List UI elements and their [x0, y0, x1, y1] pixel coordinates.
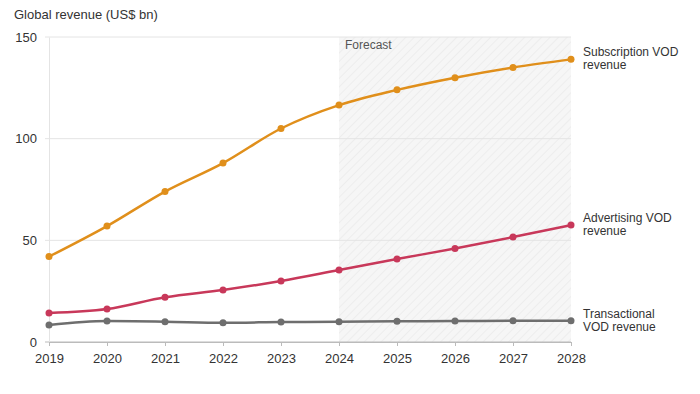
grid-line [45, 138, 571, 139]
series-point [336, 267, 343, 274]
series-point [510, 317, 517, 324]
x-tick-mark [513, 342, 514, 346]
series-label-line: VOD revenue [583, 320, 656, 334]
y-tick-label: 50 [23, 233, 37, 248]
annotation-label: Forecast [345, 38, 392, 52]
y-tick: 150 [15, 30, 49, 45]
x-tick-label: 2020 [93, 351, 122, 366]
series-label: Advertising VODrevenue [583, 211, 672, 238]
y-axis-line [49, 38, 50, 343]
x-tick-mark [107, 342, 108, 346]
x-tick-mark [49, 342, 50, 346]
grid-line [45, 37, 571, 38]
series-point [568, 56, 575, 63]
series-label: Subscription VODrevenue [583, 46, 679, 73]
x-tick: 2022 [209, 342, 238, 366]
x-tick-mark [455, 342, 456, 346]
series-point [336, 102, 343, 109]
x-tick: 2021 [151, 342, 180, 366]
plot: Forecast 0 50 100 150 2019 2020 2021 2022 2023 202… [15, 30, 678, 367]
x-tick-mark [339, 342, 340, 346]
x-tick-mark [165, 342, 166, 346]
series-point [104, 306, 111, 313]
title: Global revenue (US$ bn) [14, 7, 158, 22]
y-tick-label: 0 [30, 335, 37, 350]
series-point [162, 318, 169, 325]
series-label: TransactionalVOD revenue [583, 307, 656, 334]
series-point [568, 222, 575, 229]
series-point [510, 234, 517, 241]
x-tick-label: 2023 [267, 351, 296, 366]
series-point [162, 188, 169, 195]
series-line [49, 59, 571, 256]
x-tick: 2023 [267, 342, 296, 366]
x-tick: 2026 [441, 342, 470, 366]
series-point [162, 294, 169, 301]
x-tick: 2028 [557, 342, 586, 366]
series-point [568, 317, 575, 324]
series-point [278, 278, 285, 285]
x-tick-label: 2021 [151, 351, 180, 366]
series-label-line: Subscription VOD [583, 46, 679, 60]
chart: Forecast 0 50 100 150 2019 2020 2021 2022 2023 202… [0, 0, 700, 394]
x-tick-mark [281, 342, 282, 346]
series-point [220, 160, 227, 167]
series-label-line: Transactional [583, 307, 655, 321]
grid [45, 37, 571, 342]
series-point [220, 319, 227, 326]
x-tick-mark [571, 342, 572, 346]
series-label-line: Advertising VOD [583, 211, 672, 225]
y-tick: 0 [30, 335, 49, 350]
x-tick-label: 2025 [383, 351, 412, 366]
x-tick: 2019 [35, 342, 64, 366]
x-tick: 2025 [383, 342, 412, 366]
y-tick: 100 [15, 131, 49, 146]
x-tick: 2027 [499, 342, 528, 366]
x-tick-label: 2027 [499, 351, 528, 366]
x-tick-label: 2026 [441, 351, 470, 366]
y-tick-label: 100 [15, 131, 37, 146]
series-point [104, 223, 111, 230]
series-point [452, 318, 459, 325]
series-point [46, 321, 53, 328]
series-point [394, 86, 401, 93]
x-tick-label: 2022 [209, 351, 238, 366]
x-axis-line [50, 343, 572, 347]
series-point [220, 286, 227, 293]
y-tick: 50 [23, 233, 49, 248]
series-point [278, 125, 285, 132]
x-tick: 2024 [325, 342, 354, 366]
series-point [46, 253, 53, 260]
series-point [336, 318, 343, 325]
x-tick: 2020 [93, 342, 122, 366]
series-point [452, 245, 459, 252]
forecast-region [339, 37, 571, 342]
series-label-line: revenue [583, 59, 627, 73]
series-point [394, 256, 401, 263]
series-point [510, 64, 517, 71]
x-tick-mark [223, 342, 224, 346]
x-tick-mark [397, 342, 398, 346]
x-tick-label: 2024 [325, 351, 354, 366]
series-group [46, 56, 575, 329]
x-tick-label: 2019 [35, 351, 64, 366]
x-tick-label: 2028 [557, 351, 586, 366]
series-point [452, 74, 459, 81]
series-point [46, 309, 53, 316]
series-line [49, 321, 571, 325]
series-point [278, 319, 285, 326]
x-axis: 2019 2020 2021 2022 2023 2024 2025 2026 2027 2028 [35, 342, 586, 366]
series-line [49, 225, 571, 313]
series-point [394, 318, 401, 325]
series-point [104, 318, 111, 325]
y-axis: 0 50 100 150 [15, 30, 49, 350]
y-tick-label: 150 [15, 30, 37, 45]
series-labels: Subscription VODrevenueAdvertising VODre… [583, 46, 679, 334]
series-label-line: revenue [583, 224, 627, 238]
